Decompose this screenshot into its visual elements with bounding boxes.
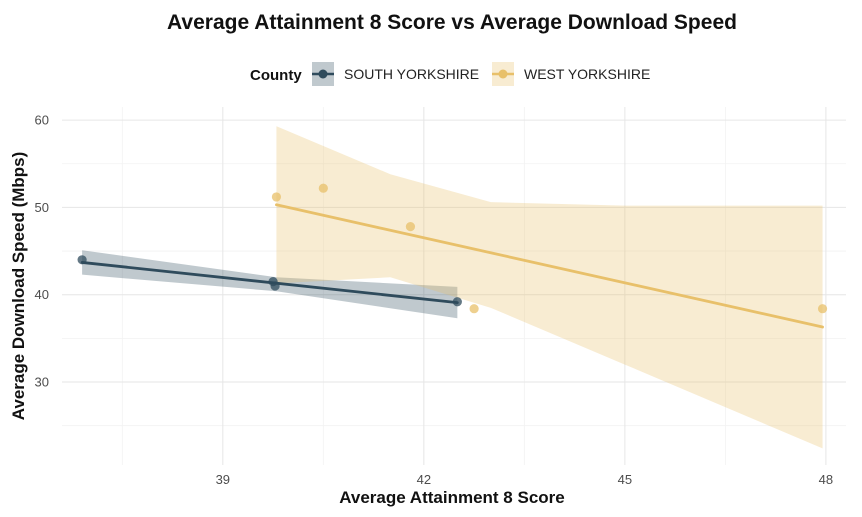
- data-point-west-yorkshire: [271, 192, 282, 202]
- data-point-south-yorkshire: [452, 297, 462, 307]
- confidence-band-west-yorkshire: [276, 126, 823, 449]
- x-tick-label: 39: [216, 472, 230, 487]
- y-tick-label: 40: [35, 287, 49, 302]
- legend-title: County: [250, 67, 302, 84]
- y-tick-label: 60: [35, 113, 49, 128]
- y-tick-label: 30: [35, 375, 49, 390]
- x-tick-label: 42: [417, 472, 431, 487]
- data-point-west-yorkshire: [817, 304, 828, 314]
- x-axis-title: Average Attainment 8 Score: [339, 488, 564, 507]
- x-tick-label: 48: [819, 472, 833, 487]
- y-tick-label: 50: [35, 200, 49, 215]
- confidence-bands: [82, 126, 823, 449]
- legend-key-south-yorkshire: [312, 62, 334, 86]
- fit-line-west-yorkshire: [275, 203, 824, 329]
- data-point-south-yorkshire: [270, 281, 280, 291]
- x-axis-ticks: 39 42 45 48: [216, 472, 834, 487]
- y-axis-ticks: 30 40 50 60: [35, 113, 49, 390]
- data-points: [77, 183, 828, 314]
- data-point-west-yorkshire: [469, 304, 479, 314]
- data-point-west-yorkshire: [405, 222, 416, 232]
- chart-title: Average Attainment 8 Score vs Average Do…: [167, 11, 737, 34]
- grid: [62, 107, 846, 465]
- legend-label-west-yorkshire: WEST YORKSHIRE: [524, 66, 650, 82]
- data-point-south-yorkshire: [77, 255, 87, 265]
- legend-key-west-yorkshire: [492, 62, 514, 86]
- legend-label-south-yorkshire: SOUTH YORKSHIRE: [344, 66, 479, 82]
- legend: County SOUTH YORKSHIRE WEST YORKSHIRE: [250, 62, 650, 86]
- x-tick-label: 45: [618, 472, 632, 487]
- data-point-west-yorkshire: [318, 183, 328, 193]
- y-axis-title: Average Download Speed (Mbps): [9, 152, 28, 421]
